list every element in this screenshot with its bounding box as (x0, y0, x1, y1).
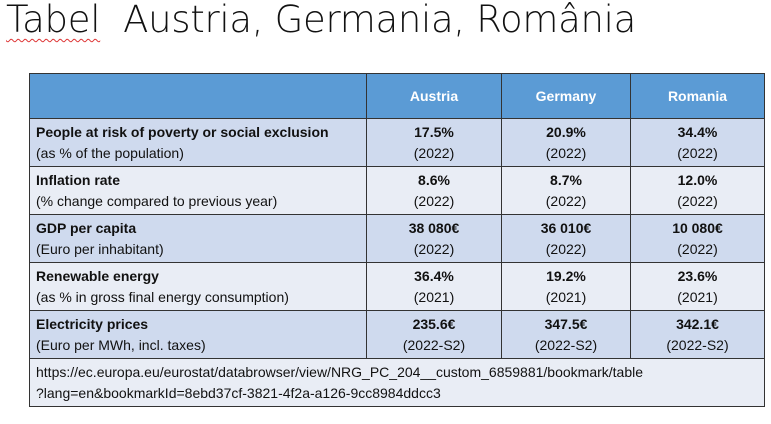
period: (2022) (413, 240, 455, 257)
period: (2022) (545, 192, 587, 209)
indicator-name: Renewable energy (36, 267, 159, 284)
value-cell-romania: 10 080€ (2022) (630, 214, 765, 263)
value: 36.4% (414, 267, 454, 284)
value-cell-austria: 235.6€ (2022-S2) (366, 310, 502, 359)
source-url-line2: ?lang=en&bookmarkId=8ebd37cf-3821-4f2a-a… (36, 384, 441, 401)
period: (2022-S2) (666, 336, 729, 353)
value: 36 010€ (540, 219, 592, 236)
table-row: Inflation rate (% change compared to prev… (29, 166, 765, 215)
table-row: People at risk of poverty or social excl… (29, 118, 765, 167)
period: (2021) (677, 288, 718, 305)
period: (2022) (413, 192, 455, 209)
value: 8.7% (550, 171, 582, 188)
indicator-unit: (Euro per inhabitant) (36, 240, 164, 257)
period: (2022-S2) (402, 336, 466, 353)
header-austria: Austria (366, 73, 502, 119)
indicator-name: Inflation rate (36, 171, 121, 188)
indicator-unit: (% change compared to previous year) (36, 192, 278, 209)
value-cell-austria: 36.4% (2021) (366, 262, 502, 311)
value: 10 080€ (672, 219, 723, 236)
indicator-name: People at risk of poverty or social excl… (36, 123, 329, 140)
period: (2022) (413, 144, 455, 161)
header-empty (29, 73, 367, 119)
value: 23.6% (677, 267, 718, 284)
value: 347.5€ (544, 315, 588, 332)
value-cell-austria: 17.5% (2022) (366, 118, 502, 167)
value: 8.6% (418, 171, 450, 188)
period: (2022) (677, 240, 718, 257)
table-row: GDP per capita (Euro per inhabitant) 38 08… (29, 214, 765, 263)
period: (2022) (677, 144, 718, 161)
table-row: Electricity prices (Euro per MWh, incl. t… (29, 310, 765, 359)
source-url[interactable]: https://ec.europa.eu/eurostat/databrowse… (29, 358, 765, 407)
value: 34.4% (677, 123, 718, 140)
value-cell-romania: 12.0% (2022) (630, 166, 765, 215)
value-cell-germany: 36 010€ (2022) (501, 214, 631, 263)
row-label-cell: Inflation rate (% change compared to prev… (29, 166, 367, 215)
value: 38 080€ (408, 219, 460, 236)
header-germany: Germany (501, 73, 631, 119)
value-cell-germany: 19.2% (2021) (501, 262, 631, 311)
table-row: Renewable energy (as % in gross final ene… (29, 262, 765, 311)
value: 19.2% (546, 267, 586, 284)
period: (2022-S2) (534, 336, 598, 353)
value: 235.6€ (412, 315, 456, 332)
period: (2022) (545, 144, 587, 161)
title-word-spellcheck: Tabel (6, 0, 101, 41)
value: 12.0% (677, 171, 718, 188)
row-label-cell: People at risk of poverty or social excl… (29, 118, 367, 167)
title-rest: Austria, Germania, România (123, 0, 636, 41)
table-header-row: Austria Germany Romania (29, 73, 765, 119)
comparison-table: Austria Germany Romania People at risk o… (29, 73, 765, 407)
header-romania: Romania (630, 73, 765, 119)
period: (2021) (413, 288, 455, 305)
indicator-unit: (as % of the population) (36, 144, 184, 161)
row-label-cell: GDP per capita (Euro per inhabitant) (29, 214, 367, 263)
indicator-unit: (Euro per MWh, incl. taxes) (36, 336, 206, 353)
indicator-name: GDP per capita (36, 219, 137, 236)
indicator-unit: (as % in gross final energy consumption) (36, 288, 289, 305)
value-cell-romania: 34.4% (2022) (630, 118, 765, 167)
value-cell-austria: 8.6% (2022) (366, 166, 502, 215)
source-url-line1: https://ec.europa.eu/eurostat/databrowse… (36, 363, 644, 380)
value-cell-romania: 342.1€ (2022-S2) (630, 310, 765, 359)
value-cell-romania: 23.6% (2021) (630, 262, 765, 311)
period: (2022) (545, 240, 587, 257)
indicator-name: Electricity prices (36, 315, 149, 332)
value-cell-germany: 8.7% (2022) (501, 166, 631, 215)
value: 20.9% (546, 123, 586, 140)
value-cell-austria: 38 080€ (2022) (366, 214, 502, 263)
value: 342.1€ (676, 315, 719, 332)
period: (2022) (677, 192, 718, 209)
value-cell-germany: 20.9% (2022) (501, 118, 631, 167)
row-label-cell: Renewable energy (as % in gross final ene… (29, 262, 367, 311)
source-row: https://ec.europa.eu/eurostat/databrowse… (29, 358, 765, 407)
row-label-cell: Electricity prices (Euro per MWh, incl. t… (29, 310, 367, 359)
period: (2021) (545, 288, 587, 305)
value: 17.5% (414, 123, 454, 140)
page-title: Tabel Austria, Germania, România (6, 0, 636, 41)
value-cell-germany: 347.5€ (2022-S2) (501, 310, 631, 359)
